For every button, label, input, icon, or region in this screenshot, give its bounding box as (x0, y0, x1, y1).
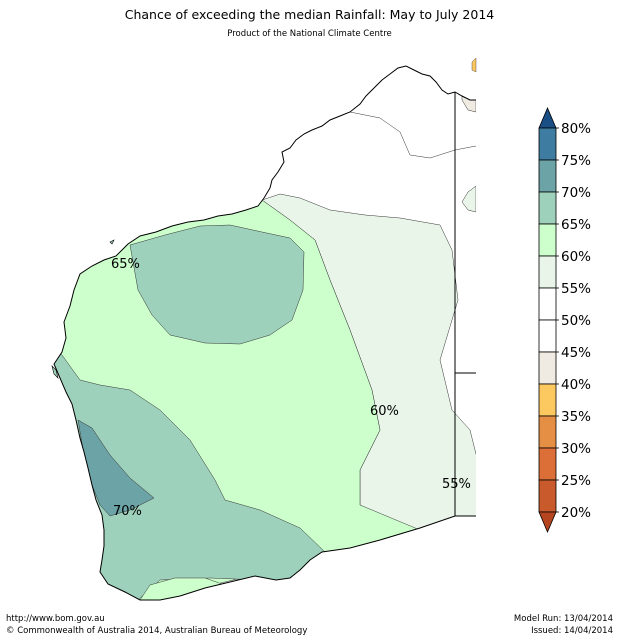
colorbar-tick-label: 75% (561, 153, 591, 169)
footer-left: http://www.bom.gov.au © Commonwealth of … (6, 613, 307, 637)
contour-label-70: 70% (113, 504, 142, 519)
colorbar-segment (538, 383, 557, 417)
colorbar-tick-label: 35% (561, 409, 591, 425)
colorbar-segment (538, 319, 557, 353)
colorbar-arrow-top (538, 106, 557, 129)
zone-55-60-patch (461, 185, 476, 213)
colorbar-segment (538, 159, 557, 193)
contour-label-65: 65% (111, 257, 140, 272)
map-title: Chance of exceeding the median Rainfall:… (124, 7, 495, 22)
colorbar-tick-label: 65% (561, 217, 591, 233)
colorbar-tick-label: 20% (561, 505, 591, 521)
colorbar-segment (538, 127, 557, 161)
copyright-text: © Commonwealth of Australia 2014, Austra… (6, 626, 308, 636)
colorbar-segment (538, 447, 557, 481)
colorbar-tick-label: 55% (561, 281, 591, 297)
colorbar-tick-label: 60% (561, 249, 591, 265)
zone-65-70-north (129, 224, 305, 345)
colorbar-segment (538, 351, 557, 385)
colorbar-segment (538, 287, 557, 321)
colorbar-tick-label: 80% (561, 121, 591, 137)
colorbar-tick-label: 40% (561, 377, 591, 393)
colorbar-tick-label: 50% (561, 313, 591, 329)
zone-35-40-patch (471, 57, 477, 73)
coastline (53, 65, 476, 601)
colorbar-segment (538, 415, 557, 449)
colorbar-segment (538, 479, 557, 513)
map-subtitle: Product of the National Climate Centre (227, 29, 392, 39)
colorbar-tick-label: 25% (561, 473, 591, 489)
colorbar-legend: 80% 75% 70% 65% 60% 55% 50% 45% 40% 35% 30% 25% 20% (538, 106, 591, 534)
colorbar-segment (538, 223, 557, 257)
model-run-date: Model Run: 13/04/2014 (513, 614, 613, 624)
colorbar-tick-label: 70% (561, 185, 591, 201)
footer-right: Model Run: 13/04/2014 Issued: 14/04/2014 (514, 613, 613, 637)
source-url[interactable]: http://www.bom.gov.au (6, 614, 105, 624)
colorbar-tick-label: 45% (561, 345, 591, 361)
colorbar-segment (538, 191, 557, 225)
colorbar-tick-label: 30% (561, 441, 591, 457)
issued-date: Issued: 14/04/2014 (531, 626, 613, 636)
contour-label-55: 55% (442, 477, 471, 492)
island-west (51, 365, 59, 379)
colorbar-segment (538, 255, 557, 289)
island-northwest (109, 239, 115, 245)
colorbar-arrow-bottom (538, 511, 557, 534)
contour-label-60: 60% (370, 404, 399, 419)
